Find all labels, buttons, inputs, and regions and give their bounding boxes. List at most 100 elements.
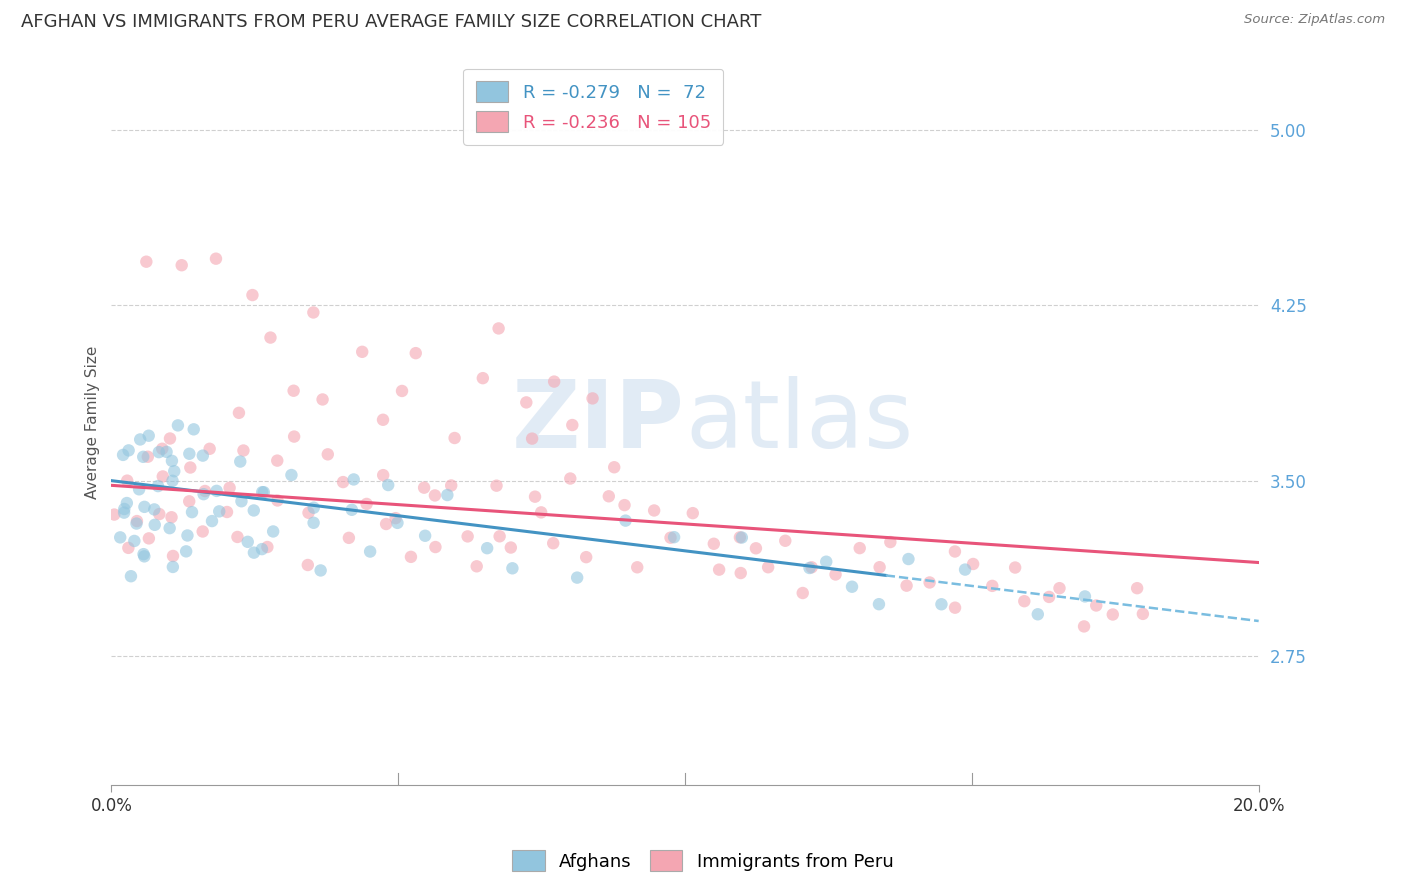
Point <box>1049 581 1071 595</box>
Point <box>375 516 398 531</box>
Point <box>159 521 181 535</box>
Point <box>162 474 184 488</box>
Point <box>731 531 754 545</box>
Point <box>163 464 186 478</box>
Point <box>228 406 250 420</box>
Point <box>143 517 166 532</box>
Point <box>302 500 325 515</box>
Point <box>560 471 582 485</box>
Point <box>236 534 259 549</box>
Point <box>143 502 166 516</box>
Point <box>309 564 332 578</box>
Point <box>218 481 240 495</box>
Point <box>520 432 543 446</box>
Point <box>125 516 148 531</box>
Point <box>162 549 184 563</box>
Point <box>613 498 636 512</box>
Point <box>815 555 838 569</box>
Point <box>918 575 941 590</box>
Point <box>117 443 139 458</box>
Point <box>170 258 193 272</box>
Point <box>243 503 266 517</box>
Point <box>160 510 183 524</box>
Point <box>115 474 138 488</box>
Point <box>488 321 510 335</box>
Point <box>1073 619 1095 633</box>
Point <box>159 432 181 446</box>
Text: AFGHAN VS IMMIGRANTS FROM PERU AVERAGE FAMILY SIZE CORRELATION CHART: AFGHAN VS IMMIGRANTS FROM PERU AVERAGE F… <box>21 13 762 31</box>
Point <box>226 530 249 544</box>
Point <box>205 483 228 498</box>
Point <box>343 472 366 486</box>
Point <box>297 558 319 572</box>
Point <box>943 544 966 558</box>
Point <box>499 541 522 555</box>
Point <box>1014 594 1036 608</box>
Point <box>530 505 553 519</box>
Point <box>302 305 325 319</box>
Point <box>465 559 488 574</box>
Point <box>112 506 135 520</box>
Point <box>138 428 160 442</box>
Point <box>280 468 302 483</box>
Text: ZIP: ZIP <box>512 376 685 468</box>
Point <box>384 511 406 525</box>
Point <box>176 528 198 542</box>
Point <box>162 560 184 574</box>
Point <box>501 561 523 575</box>
Text: atlas: atlas <box>685 376 914 468</box>
Point <box>242 288 264 302</box>
Point <box>626 560 648 574</box>
Point <box>150 442 173 456</box>
Point <box>201 514 224 528</box>
Point <box>399 549 422 564</box>
Point <box>194 483 217 498</box>
Point <box>148 507 170 521</box>
Point <box>868 597 890 611</box>
Point <box>703 537 725 551</box>
Point <box>841 580 863 594</box>
Point <box>259 330 281 344</box>
Point <box>897 552 920 566</box>
Point <box>134 549 156 564</box>
Point <box>1074 590 1097 604</box>
Point <box>440 478 463 492</box>
Point <box>205 252 228 266</box>
Point <box>541 536 564 550</box>
Point <box>115 496 138 510</box>
Point <box>962 557 984 571</box>
Point <box>155 445 177 459</box>
Point <box>391 384 413 398</box>
Point <box>283 429 305 443</box>
Point <box>581 392 603 406</box>
Point <box>148 445 170 459</box>
Point <box>488 529 510 543</box>
Point <box>215 505 238 519</box>
Point <box>792 586 814 600</box>
Point <box>179 447 201 461</box>
Legend: Afghans, Immigrants from Peru: Afghans, Immigrants from Peru <box>505 843 901 879</box>
Point <box>146 479 169 493</box>
Point <box>405 346 427 360</box>
Point <box>134 500 156 514</box>
Point <box>152 469 174 483</box>
Point <box>311 392 333 407</box>
Point <box>124 533 146 548</box>
Point <box>112 448 135 462</box>
Point <box>316 447 339 461</box>
Point <box>337 531 360 545</box>
Point <box>262 524 284 539</box>
Point <box>266 453 288 467</box>
Point <box>869 560 891 574</box>
Point <box>135 254 157 268</box>
Point <box>603 460 626 475</box>
Point <box>117 541 139 555</box>
Point <box>160 454 183 468</box>
Point <box>129 433 152 447</box>
Point <box>475 541 498 556</box>
Point <box>1004 560 1026 574</box>
Point <box>181 505 204 519</box>
Point <box>598 489 620 503</box>
Point <box>543 375 565 389</box>
Point <box>179 494 201 508</box>
